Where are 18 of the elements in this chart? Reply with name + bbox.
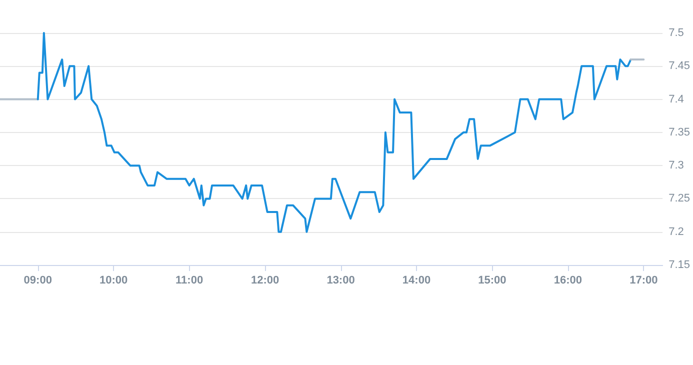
x-tick-label: 09:00 xyxy=(24,274,52,286)
x-tick-label: 12:00 xyxy=(250,274,280,286)
x-tick-label: 17:00 xyxy=(630,274,658,286)
x-tick-label: 14:00 xyxy=(402,274,431,286)
x-tick-label: 13:00 xyxy=(326,274,355,286)
y-tick-label: 7.25 xyxy=(668,192,690,205)
y-tick-label: 7.4 xyxy=(668,93,684,106)
y-tick-label: 7.5 xyxy=(668,27,684,39)
y-tick-label: 7.3 xyxy=(668,160,684,172)
y-tick-label: 7.45 xyxy=(668,60,690,72)
x-tick-label: 15:00 xyxy=(478,274,506,286)
line-series xyxy=(36,32,632,233)
y-tick-label: 7.2 xyxy=(668,226,684,238)
x-tick-label: 16:00 xyxy=(554,274,582,286)
x-tick-label: 10:00 xyxy=(100,274,128,286)
y-tick-label: 7.15 xyxy=(668,259,690,271)
y-tick-label: 7.35 xyxy=(668,126,690,138)
x-tick-label: 11:00 xyxy=(176,274,204,286)
